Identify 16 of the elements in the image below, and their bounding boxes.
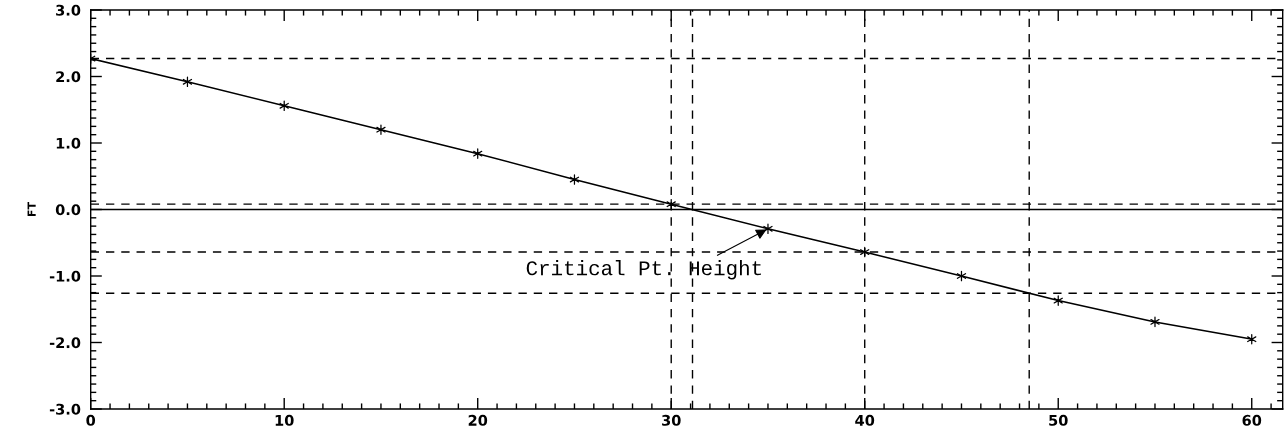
x-tick-label: 50	[1049, 414, 1068, 426]
annotation: Critical Pt. Height	[526, 260, 761, 280]
y-axis-title: FT	[27, 201, 36, 217]
x-tick-label: 0	[86, 414, 96, 426]
y-tick-label: -2.0	[49, 337, 81, 349]
y-tick-label: 1.0	[56, 137, 81, 149]
y-tick-label: 0.0	[55, 204, 81, 216]
x-tick-label: 30	[662, 414, 681, 426]
x-tick-label: 10	[275, 414, 294, 426]
y-tick-label: -3.0	[49, 403, 81, 415]
y-tick-label: 2.0	[56, 71, 81, 83]
x-tick-label: 20	[468, 414, 488, 426]
x-tick-label: 40	[855, 414, 875, 426]
y-tick-label: -1.0	[49, 270, 81, 282]
y-tick-label: 3.0	[56, 4, 81, 16]
x-tick-label: 60	[1242, 414, 1262, 426]
